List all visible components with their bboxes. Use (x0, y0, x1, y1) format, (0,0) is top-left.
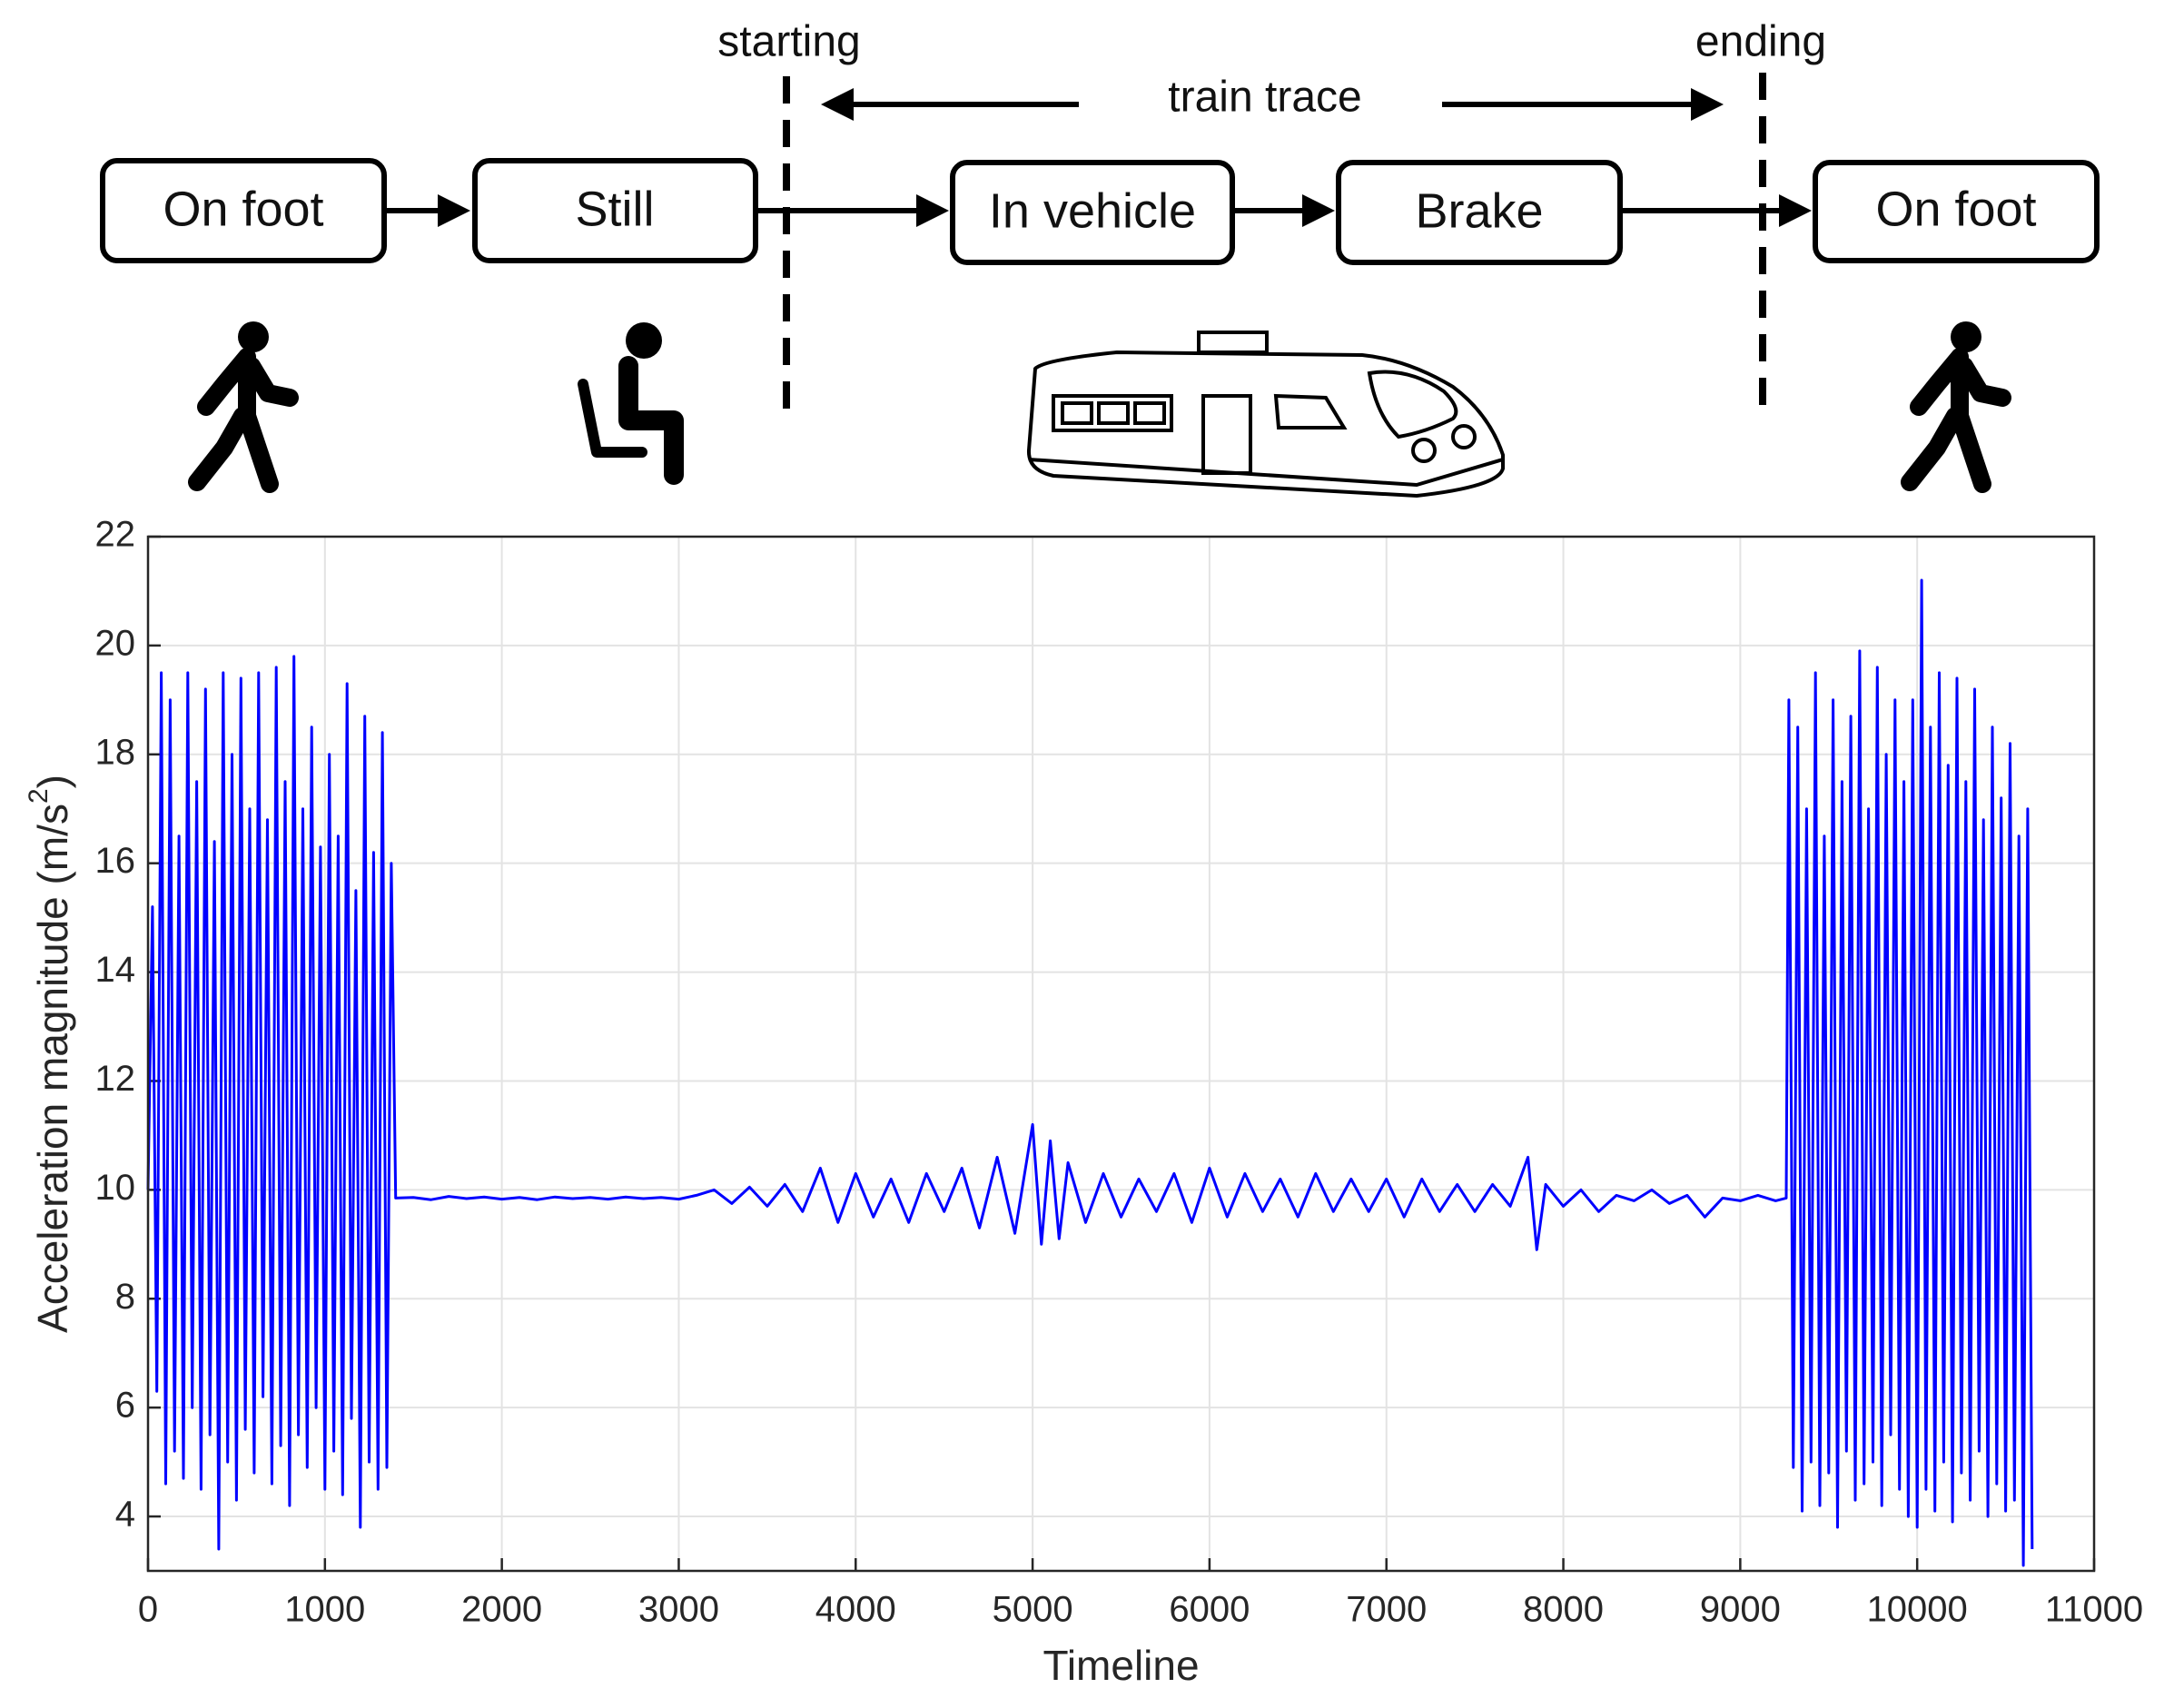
y-axis-label-text: Acceleration magnitude (m/s (29, 804, 76, 1333)
walking-icon (1901, 321, 2011, 493)
x-tick-label: 10000 (1867, 1590, 1968, 1630)
y-tick-label: 14 (95, 950, 136, 990)
y-axis-label-superscript: 2 (24, 788, 54, 804)
state-box (1813, 160, 2100, 263)
start-label: starting (717, 18, 860, 66)
x-tick-label: 0 (138, 1590, 158, 1630)
x-tick-label: 9000 (1700, 1590, 1781, 1630)
x-tick-label: 3000 (638, 1590, 719, 1630)
y-tick-label: 4 (115, 1495, 135, 1535)
line-chart: 0 1000 2000 3000 4000 5000 6000 7000 8000 9000 100… (24, 515, 2143, 1690)
y-axis-label: Acceleration magnitude (m/s2) (24, 775, 76, 1333)
state-label: On foot (163, 182, 323, 236)
walking-icon (188, 321, 299, 493)
seated-icon (578, 322, 684, 485)
y-tick-label: 10 (95, 1168, 136, 1208)
flow-diagram: starting ending train trace On foot Stil… (100, 18, 2100, 499)
x-axis-label: Timeline (1043, 1642, 1199, 1689)
state-box (950, 160, 1235, 265)
y-tick-label: 18 (95, 732, 136, 772)
y-tick-label: 22 (95, 515, 136, 555)
x-tick-label: 6000 (1169, 1590, 1250, 1630)
x-tick-label: 8000 (1523, 1590, 1604, 1630)
y-axis-label-suffix: ) (29, 775, 76, 788)
state-label: Brake (1415, 183, 1543, 238)
state-box (1336, 160, 1623, 265)
y-tick-label: 6 (115, 1386, 135, 1426)
y-tick-label: 16 (95, 841, 136, 881)
state-box (472, 158, 758, 263)
end-label: ending (1695, 18, 1826, 66)
state-label: On foot (1875, 182, 2036, 236)
x-tick-label: 11000 (2045, 1590, 2143, 1630)
y-tick-label: 20 (95, 623, 136, 663)
x-tick-label: 1000 (284, 1590, 365, 1630)
state-box (100, 158, 387, 263)
x-tick-label: 5000 (993, 1590, 1073, 1630)
x-tick-label: 7000 (1346, 1590, 1427, 1630)
x-tick-label: 4000 (815, 1590, 896, 1630)
x-tick-label: 2000 (461, 1590, 542, 1630)
data-line (146, 578, 2034, 1567)
train-icon (1026, 331, 1505, 499)
y-tick-label: 8 (115, 1277, 135, 1317)
y-tick-label: 12 (95, 1059, 136, 1099)
state-label: In vehicle (989, 183, 1196, 238)
trace-label: train trace (1168, 74, 1361, 122)
plot-frame (146, 535, 2096, 1573)
state-label: Still (575, 182, 654, 236)
